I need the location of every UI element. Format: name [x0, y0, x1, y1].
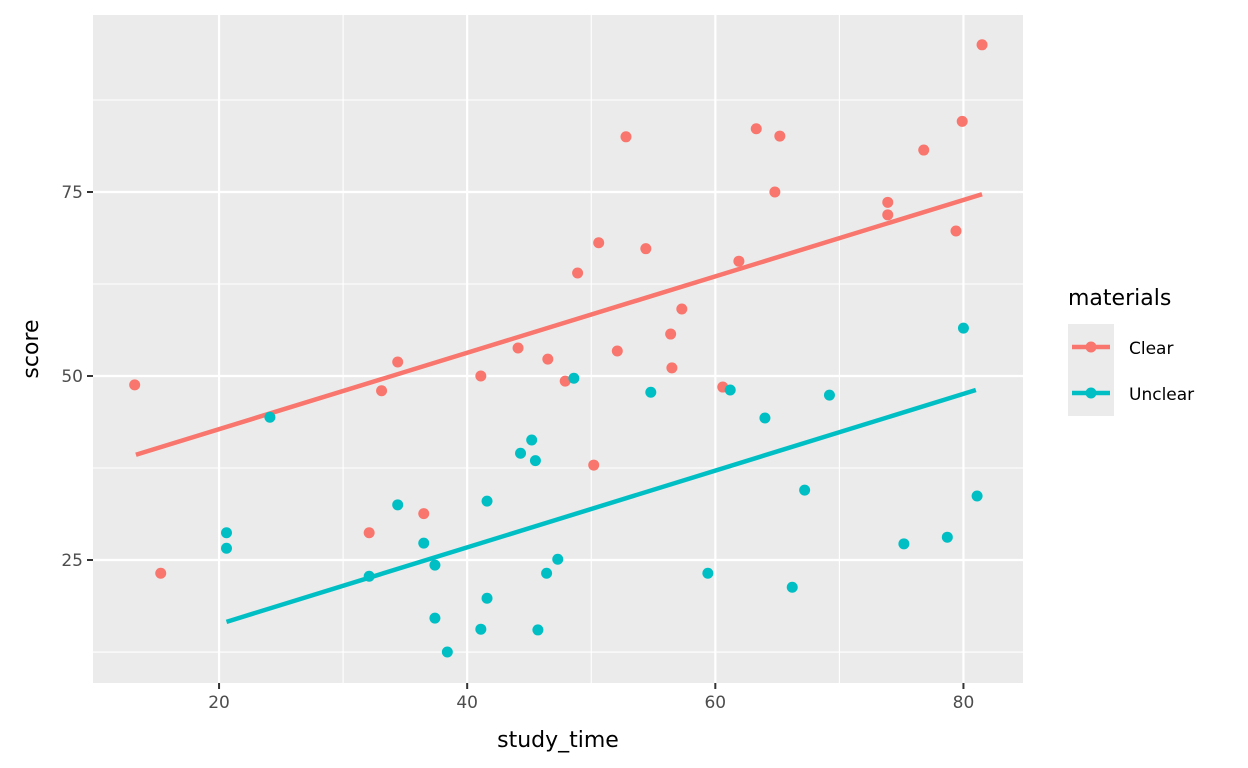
legend-title: materials — [1068, 286, 1171, 311]
data-point-clear — [774, 130, 786, 142]
plot-panel — [93, 15, 1023, 683]
data-point-unclear — [481, 495, 493, 507]
data-point-clear — [666, 362, 678, 374]
data-point-unclear — [363, 570, 375, 582]
y-tick-label: 50 — [61, 367, 83, 387]
legend-label-clear: Clear — [1129, 339, 1173, 359]
data-point-clear — [750, 123, 762, 135]
legend-key-point — [1085, 387, 1097, 399]
data-point-clear — [593, 237, 605, 249]
data-point-unclear — [418, 537, 430, 549]
data-point-unclear — [541, 567, 553, 579]
data-points — [129, 39, 988, 658]
data-point-clear — [512, 342, 524, 354]
data-point-unclear — [532, 624, 544, 636]
x-tick-label: 20 — [208, 693, 230, 713]
y-tick-label: 75 — [61, 183, 83, 203]
data-point-clear — [918, 144, 930, 156]
data-point-unclear — [568, 372, 580, 384]
data-point-unclear — [529, 455, 541, 467]
data-point-unclear — [724, 384, 736, 396]
y-axis-title: score — [19, 319, 44, 378]
data-point-unclear — [429, 612, 441, 624]
data-point-unclear — [392, 499, 404, 511]
data-point-clear — [976, 39, 988, 51]
data-point-clear — [665, 328, 677, 340]
x-tick-label: 80 — [953, 693, 975, 713]
data-point-clear — [418, 508, 430, 520]
data-point-clear — [129, 379, 141, 391]
data-point-clear — [640, 243, 652, 255]
data-point-unclear — [759, 412, 771, 424]
data-point-unclear — [823, 389, 835, 401]
data-point-unclear — [515, 447, 527, 459]
data-point-clear — [882, 209, 894, 221]
data-point-clear — [620, 131, 632, 143]
data-point-unclear — [220, 542, 232, 554]
data-point-clear — [155, 567, 167, 579]
x-axis: 20 40 60 80 — [208, 683, 974, 713]
data-point-clear — [676, 303, 688, 315]
data-point-clear — [769, 186, 781, 198]
data-point-clear — [956, 115, 968, 127]
fit-line-unclear — [225, 387, 977, 624]
data-point-clear — [363, 527, 375, 539]
data-point-clear — [475, 370, 487, 382]
fit-lines — [135, 192, 983, 624]
legend-label-unclear: Unclear — [1129, 385, 1194, 405]
legend-key-point — [1085, 341, 1097, 353]
data-point-clear — [950, 225, 962, 237]
data-point-clear — [733, 255, 745, 267]
data-point-clear — [588, 459, 600, 471]
x-axis-title: study_time — [497, 728, 619, 753]
data-point-unclear — [475, 623, 487, 635]
data-point-unclear — [645, 386, 657, 398]
data-point-unclear — [481, 592, 493, 604]
data-point-clear — [376, 385, 388, 397]
y-axis: 25 50 75 — [61, 183, 93, 571]
x-tick-label: 40 — [456, 693, 478, 713]
data-point-clear — [572, 267, 584, 279]
data-point-clear — [392, 356, 404, 368]
data-point-unclear — [220, 527, 232, 539]
x-tick-label: 60 — [704, 693, 726, 713]
fit-line-clear — [135, 192, 983, 457]
data-point-clear — [559, 375, 571, 387]
data-point-unclear — [786, 581, 798, 593]
data-point-clear — [611, 345, 623, 357]
data-point-unclear — [898, 538, 910, 550]
data-point-clear — [882, 196, 894, 208]
data-point-unclear — [552, 553, 564, 565]
data-point-clear — [542, 353, 554, 365]
data-point-unclear — [799, 484, 811, 496]
data-point-unclear — [441, 646, 453, 658]
minor-gridlines — [93, 15, 1023, 683]
data-point-unclear — [526, 434, 538, 446]
data-point-unclear — [971, 490, 983, 502]
data-point-unclear — [264, 411, 276, 423]
data-point-unclear — [957, 322, 969, 334]
legend: materials Clear Unclear — [1068, 286, 1194, 416]
y-tick-label: 25 — [61, 551, 83, 571]
data-point-unclear — [702, 567, 714, 579]
data-point-unclear — [429, 559, 441, 571]
data-point-unclear — [941, 531, 953, 543]
